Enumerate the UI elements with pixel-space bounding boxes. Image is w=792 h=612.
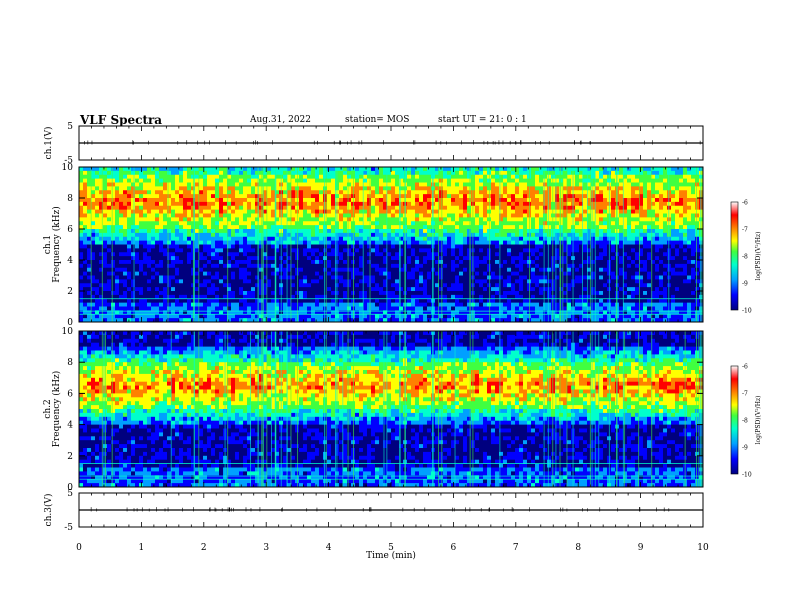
x-tick-label: 9 [638, 543, 644, 553]
colorbar-tick-label: -7 [742, 227, 748, 234]
colorbar-tick-label: -8 [742, 254, 748, 261]
y-tick-label: 4 [67, 421, 73, 431]
y-tick-label: 5 [67, 489, 73, 499]
y-tick-label: -5 [64, 156, 73, 166]
panel-channel-label: ch.2 [43, 399, 53, 418]
spectrogram-ch1 [78, 166, 739, 323]
y-axis-label: ch.3(V) [43, 494, 54, 527]
x-tick-label: 6 [451, 543, 457, 553]
x-tick-label: 8 [575, 543, 581, 553]
x-tick-label: 2 [201, 543, 207, 553]
colorbar [730, 365, 739, 475]
x-axis-label: Time (min) [366, 550, 416, 561]
colorbar-tick-label: -8 [742, 418, 748, 425]
colorbar-tick-label: -6 [742, 364, 748, 371]
y-tick-label: 0 [67, 318, 73, 328]
y-tick-label: 2 [67, 287, 73, 297]
x-tick-label: 0 [76, 543, 82, 553]
y-tick-label: 6 [67, 225, 73, 235]
waveform-ch1 [78, 125, 704, 161]
x-tick-label: 3 [263, 543, 269, 553]
spectrogram-ch2 [78, 330, 739, 488]
colorbar-tick-label: -6 [742, 200, 748, 207]
y-tick-label: -5 [64, 523, 73, 533]
x-tick-label: 4 [326, 543, 332, 553]
x-tick-label: 10 [697, 543, 709, 553]
colorbar-tick-label: -10 [742, 308, 752, 315]
colorbar-label: log(PSD)(V²/Hz) [755, 396, 762, 445]
waveform-ch3 [78, 492, 704, 528]
y-tick-label: 5 [67, 122, 73, 132]
x-tick-label: 7 [513, 543, 519, 553]
x-tick-label: 5 [388, 543, 394, 553]
y-axis-label: Frequency (kHz) [51, 371, 62, 448]
y-tick-label: 8 [67, 194, 73, 204]
y-axis-label: ch.1(V) [43, 127, 54, 160]
x-tick-label: 1 [139, 543, 145, 553]
colorbar-tick-label: -10 [742, 472, 752, 479]
colorbar-tick-label: -9 [742, 445, 748, 452]
y-tick-label: 0 [67, 483, 73, 493]
colorbar-tick-label: -9 [742, 281, 748, 288]
y-tick-label: 2 [67, 452, 73, 462]
y-tick-label: 10 [62, 327, 74, 337]
y-tick-label: 6 [67, 389, 73, 399]
y-tick-label: 4 [67, 256, 73, 266]
y-tick-label: 10 [62, 163, 74, 173]
start-time-label: start UT = 21: 0 : 1 [438, 115, 527, 125]
panel-channel-label: ch.1 [43, 235, 53, 254]
colorbar [730, 201, 739, 311]
station-label: station= MOS [345, 115, 410, 125]
y-axis-label: Frequency (kHz) [51, 206, 62, 283]
y-tick-label: 8 [67, 358, 73, 368]
figure-title: VLF Spectra [80, 113, 163, 127]
colorbar-label: log(PSD)(V²/Hz) [755, 232, 762, 281]
date-label: Aug.31, 2022 [250, 115, 311, 125]
colorbar-tick-label: -7 [742, 391, 748, 398]
